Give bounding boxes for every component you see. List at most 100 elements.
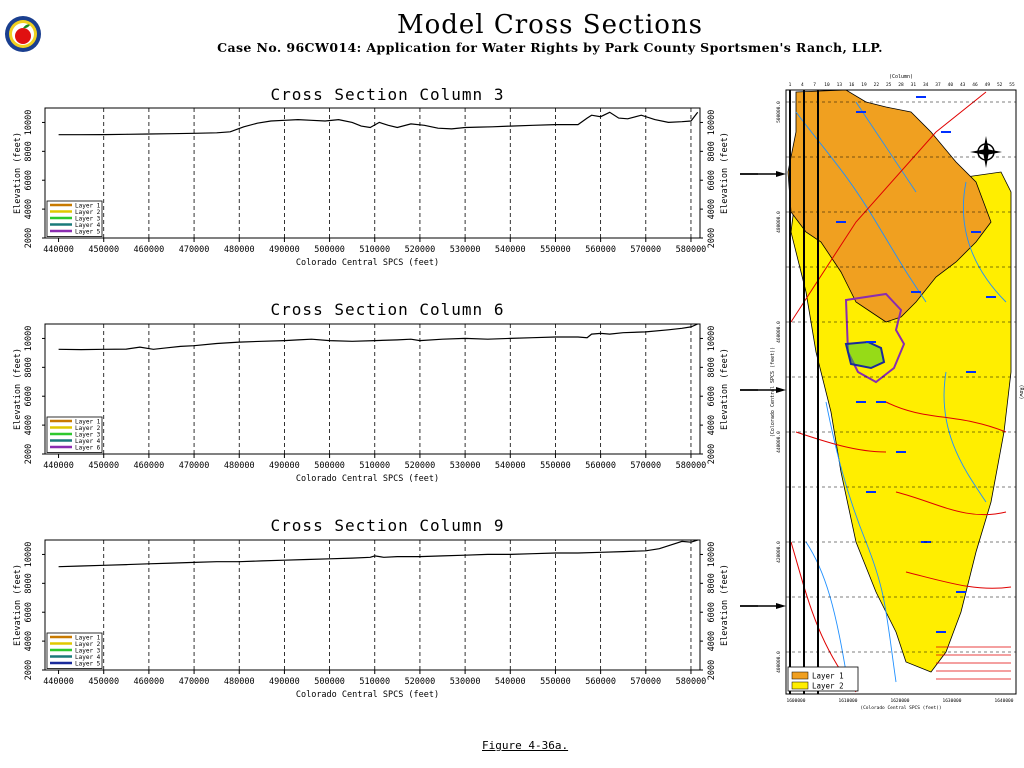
map-top-tick-label: 19	[861, 82, 867, 88]
x-tick-label: 500000	[314, 677, 345, 687]
map-top-axis-label: (Column)	[889, 74, 913, 80]
map-left-tick-label: 420000.0	[776, 541, 782, 563]
map-left-tick-label: 460000.0	[776, 321, 782, 343]
cross-section-chart-3: Cross Section Column 9 440000 450000 460000…	[13, 516, 730, 700]
map-legend-label: Layer 1	[812, 672, 844, 681]
y-tick-label: 4000	[24, 415, 34, 435]
x-tick-label: 520000	[405, 461, 436, 471]
x-tick-label: 510000	[359, 461, 390, 471]
y-tick-label: 2000	[24, 228, 34, 248]
layer1-region	[787, 89, 992, 323]
x-tick-label: 460000	[134, 245, 165, 255]
x-tick-label: 550000	[540, 461, 571, 471]
y-tick-label-right: 4000	[707, 415, 717, 435]
x-tick-label: 580000	[676, 245, 707, 255]
y-tick-label-right: 2000	[707, 228, 717, 248]
map-left-axis-label: (Colorado Central SPCS (feet))	[770, 347, 776, 437]
page-title: Model Cross Sections	[396, 10, 704, 40]
y-tick-label: 10000	[24, 542, 34, 568]
elevation-line	[58, 539, 698, 568]
x-tick-label: 490000	[269, 677, 300, 687]
map-top-tick-label: 28	[898, 82, 904, 88]
road-line	[895, 491, 1007, 516]
plot-frame	[44, 323, 701, 455]
y-tick-label: 2000	[24, 660, 34, 680]
apple-seal-logo-icon	[4, 15, 42, 53]
map-legend-swatch	[791, 681, 809, 690]
map-bottom-tick-label: 1640000	[995, 698, 1014, 704]
y-tick-label-right: 6000	[707, 386, 717, 406]
section-arrow-head	[776, 171, 786, 177]
x-tick-label: 520000	[405, 677, 436, 687]
map-top-tick-label: 22	[874, 82, 880, 88]
map-top-tick-label: 4	[801, 82, 804, 88]
x-tick-label: 540000	[495, 245, 526, 255]
x-tick-label: 500000	[314, 461, 345, 471]
map-bottom-tick-label: 1630000	[943, 698, 962, 704]
stream-line	[795, 111, 927, 303]
map-legend-swatch	[791, 671, 809, 680]
x-tick-label: 460000	[134, 677, 165, 687]
road-line	[885, 401, 1007, 433]
road-line	[905, 571, 1012, 589]
map-left-tick-label: 480000.0	[776, 211, 782, 233]
y-tick-label: 6000	[24, 386, 34, 406]
model-grid-map: (Column) 1 4 7 10 13 16 19 22 25 28 31 34 37 40 43 46 49 5…	[740, 74, 1024, 711]
x-tick-label: 450000	[88, 245, 119, 255]
map-bottom-tick-label: 1620000	[891, 698, 910, 704]
x-tick-label: 510000	[359, 245, 390, 255]
y-tick-label-right: 8000	[707, 357, 717, 377]
legend-label: Layer 5	[75, 661, 101, 668]
map-bottom-tick-label: 1610000	[839, 698, 858, 704]
x-tick-label: 560000	[585, 677, 616, 687]
x-tick-label: 520000	[405, 245, 436, 255]
x-tick-label: 460000	[134, 461, 165, 471]
x-tick-label: 560000	[585, 245, 616, 255]
compass-needle-ew	[970, 149, 1002, 155]
y-tick-label-right: 8000	[707, 573, 717, 593]
plot-frame	[44, 539, 701, 671]
y-tick-label-right: 10000	[707, 542, 717, 568]
x-tick-label: 480000	[224, 245, 255, 255]
legend-label: Layer 1	[75, 203, 101, 210]
x-tick-label: 490000	[269, 245, 300, 255]
y-tick-label: 10000	[24, 326, 34, 352]
map-left-tick-label: 400000.0	[776, 651, 782, 673]
y-tick-label: 8000	[24, 357, 34, 377]
x-tick-label: 540000	[495, 461, 526, 471]
x-tick-label: 530000	[450, 245, 481, 255]
y-axis-label-right: Elevation (feet)	[720, 132, 730, 214]
legend-label: Layer 6	[75, 445, 101, 452]
y-tick-label-right: 6000	[707, 602, 717, 622]
y-tick-label-right: 10000	[707, 326, 717, 352]
y-tick-label: 4000	[24, 631, 34, 651]
y-tick-label-right: 8000	[707, 141, 717, 161]
plot-frame	[44, 107, 701, 239]
map-legend-label: Layer 2	[812, 682, 844, 691]
y-tick-label-right: 6000	[707, 170, 717, 190]
x-tick-label: 500000	[314, 245, 345, 255]
map-top-tick-label: 52	[997, 82, 1003, 88]
y-tick-label-right: 4000	[707, 199, 717, 219]
map-bottom-axis-label: (Colorado Central SPCS (feet))	[860, 705, 941, 711]
cross-section-chart-1: Cross Section Column 3 440000 450000 460000…	[13, 85, 730, 268]
x-tick-label: 480000	[224, 461, 255, 471]
x-tick-label: 470000	[179, 461, 210, 471]
x-tick-label: 440000	[43, 245, 74, 255]
stream-line	[805, 541, 847, 673]
map-top-tick-label: 7	[813, 82, 816, 88]
map-top-tick-label: 40	[948, 82, 954, 88]
chart-title: Cross Section Column 9	[271, 516, 505, 535]
map-top-tick-label: 31	[911, 82, 917, 88]
x-tick-label: 570000	[630, 245, 661, 255]
road-line	[790, 91, 987, 323]
legend-label: Layer 4	[75, 438, 101, 445]
stream-line	[962, 181, 1007, 303]
x-tick-label: 480000	[224, 677, 255, 687]
legend-label: Layer 2	[75, 641, 101, 648]
x-tick-label: 560000	[585, 461, 616, 471]
map-top-tick-label: 55	[1009, 82, 1015, 88]
layer5-outline	[844, 340, 886, 370]
map-left-tick-label: 440000.0	[776, 431, 782, 453]
map-left-tick-label: 500000.0	[776, 101, 782, 123]
